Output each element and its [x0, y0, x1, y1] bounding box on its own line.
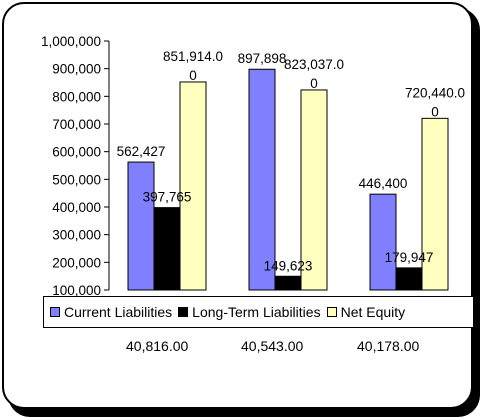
- y-tick-label: 800,000: [52, 89, 101, 104]
- y-tick-label: 400,000: [52, 200, 101, 215]
- legend-label-net-equity: Net Equity: [340, 304, 406, 320]
- legend-label-long-term-liabilities: Long-Term Liabilities: [192, 304, 321, 320]
- y-tick-label: 500,000: [52, 172, 101, 187]
- y-tick-label: 600,000: [52, 145, 101, 160]
- legend-item-long-term-liabilities: Long-Term Liabilities: [178, 304, 321, 320]
- data-label-long-term-liabilities-3: 179,947: [385, 250, 434, 265]
- bar-long-term-liabilities-1: [153, 207, 181, 291]
- legend-item-current-liabilities: Current Liabilities: [50, 304, 172, 320]
- y-tick-label: 100,000: [52, 283, 101, 298]
- legend-label-current-liabilities: Current Liabilities: [64, 304, 173, 320]
- data-label-current-liabilities-3: 446,400: [359, 176, 408, 191]
- bar-long-term-liabilities-2: [274, 275, 302, 291]
- y-tick-label: 200,000: [52, 255, 101, 270]
- data-label-net-equity-2: 823,037.0 0: [284, 57, 344, 91]
- legend-swatch-current-liabilities: [50, 307, 60, 317]
- data-label-current-liabilities-1: 562,427: [117, 144, 166, 159]
- bar-current-liabilities-2: [248, 68, 276, 291]
- bar-current-liabilities-1: [127, 161, 155, 291]
- legend: Current Liabilities Long-Term Liabilitie…: [43, 296, 474, 328]
- data-label-current-liabilities-2: 897,898: [238, 51, 287, 66]
- bar-net-equity-2: [300, 89, 328, 291]
- x-category-label-2: 40,543.00: [241, 338, 304, 354]
- x-category-label-3: 40,178.00: [357, 338, 420, 354]
- data-label-net-equity-3: 720,440.0 0: [405, 85, 465, 119]
- data-label-net-equity-1: 851,914.0 0: [163, 49, 223, 83]
- legend-swatch-long-term-liabilities: [178, 307, 189, 317]
- bar-net-equity-1: [179, 81, 207, 291]
- bar-net-equity-3: [421, 117, 449, 291]
- bar-current-liabilities-3: [369, 193, 397, 291]
- data-label-long-term-liabilities-1: 397,765: [143, 190, 192, 205]
- y-tick-label: 300,000: [52, 228, 101, 243]
- data-label-long-term-liabilities-2: 149,623: [264, 258, 313, 273]
- y-tick-label: 700,000: [52, 117, 101, 132]
- legend-swatch-net-equity: [326, 307, 337, 317]
- legend-item-net-equity: Net Equity: [326, 304, 406, 320]
- y-tick-label: 900,000: [52, 62, 101, 77]
- x-category-label-1: 40,816.00: [126, 338, 189, 354]
- bar-long-term-liabilities-3: [395, 267, 423, 291]
- y-tick-label: 1,000,000: [41, 34, 101, 49]
